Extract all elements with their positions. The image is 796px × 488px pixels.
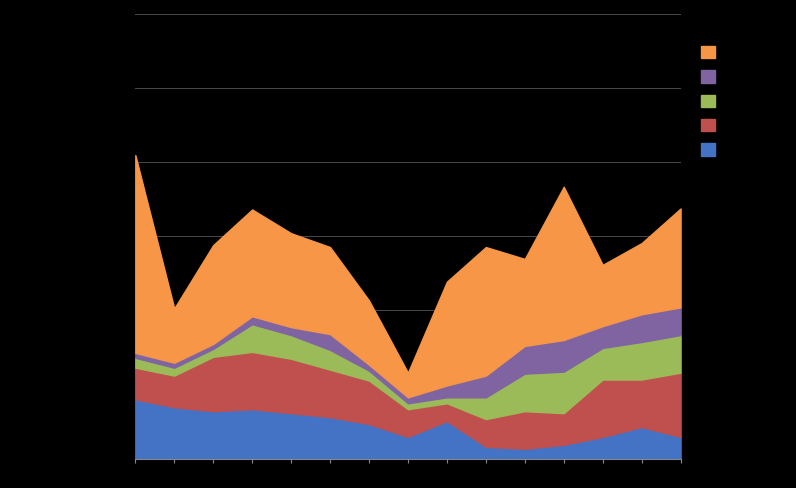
Legend: , , , , : , , , , [698, 44, 722, 161]
